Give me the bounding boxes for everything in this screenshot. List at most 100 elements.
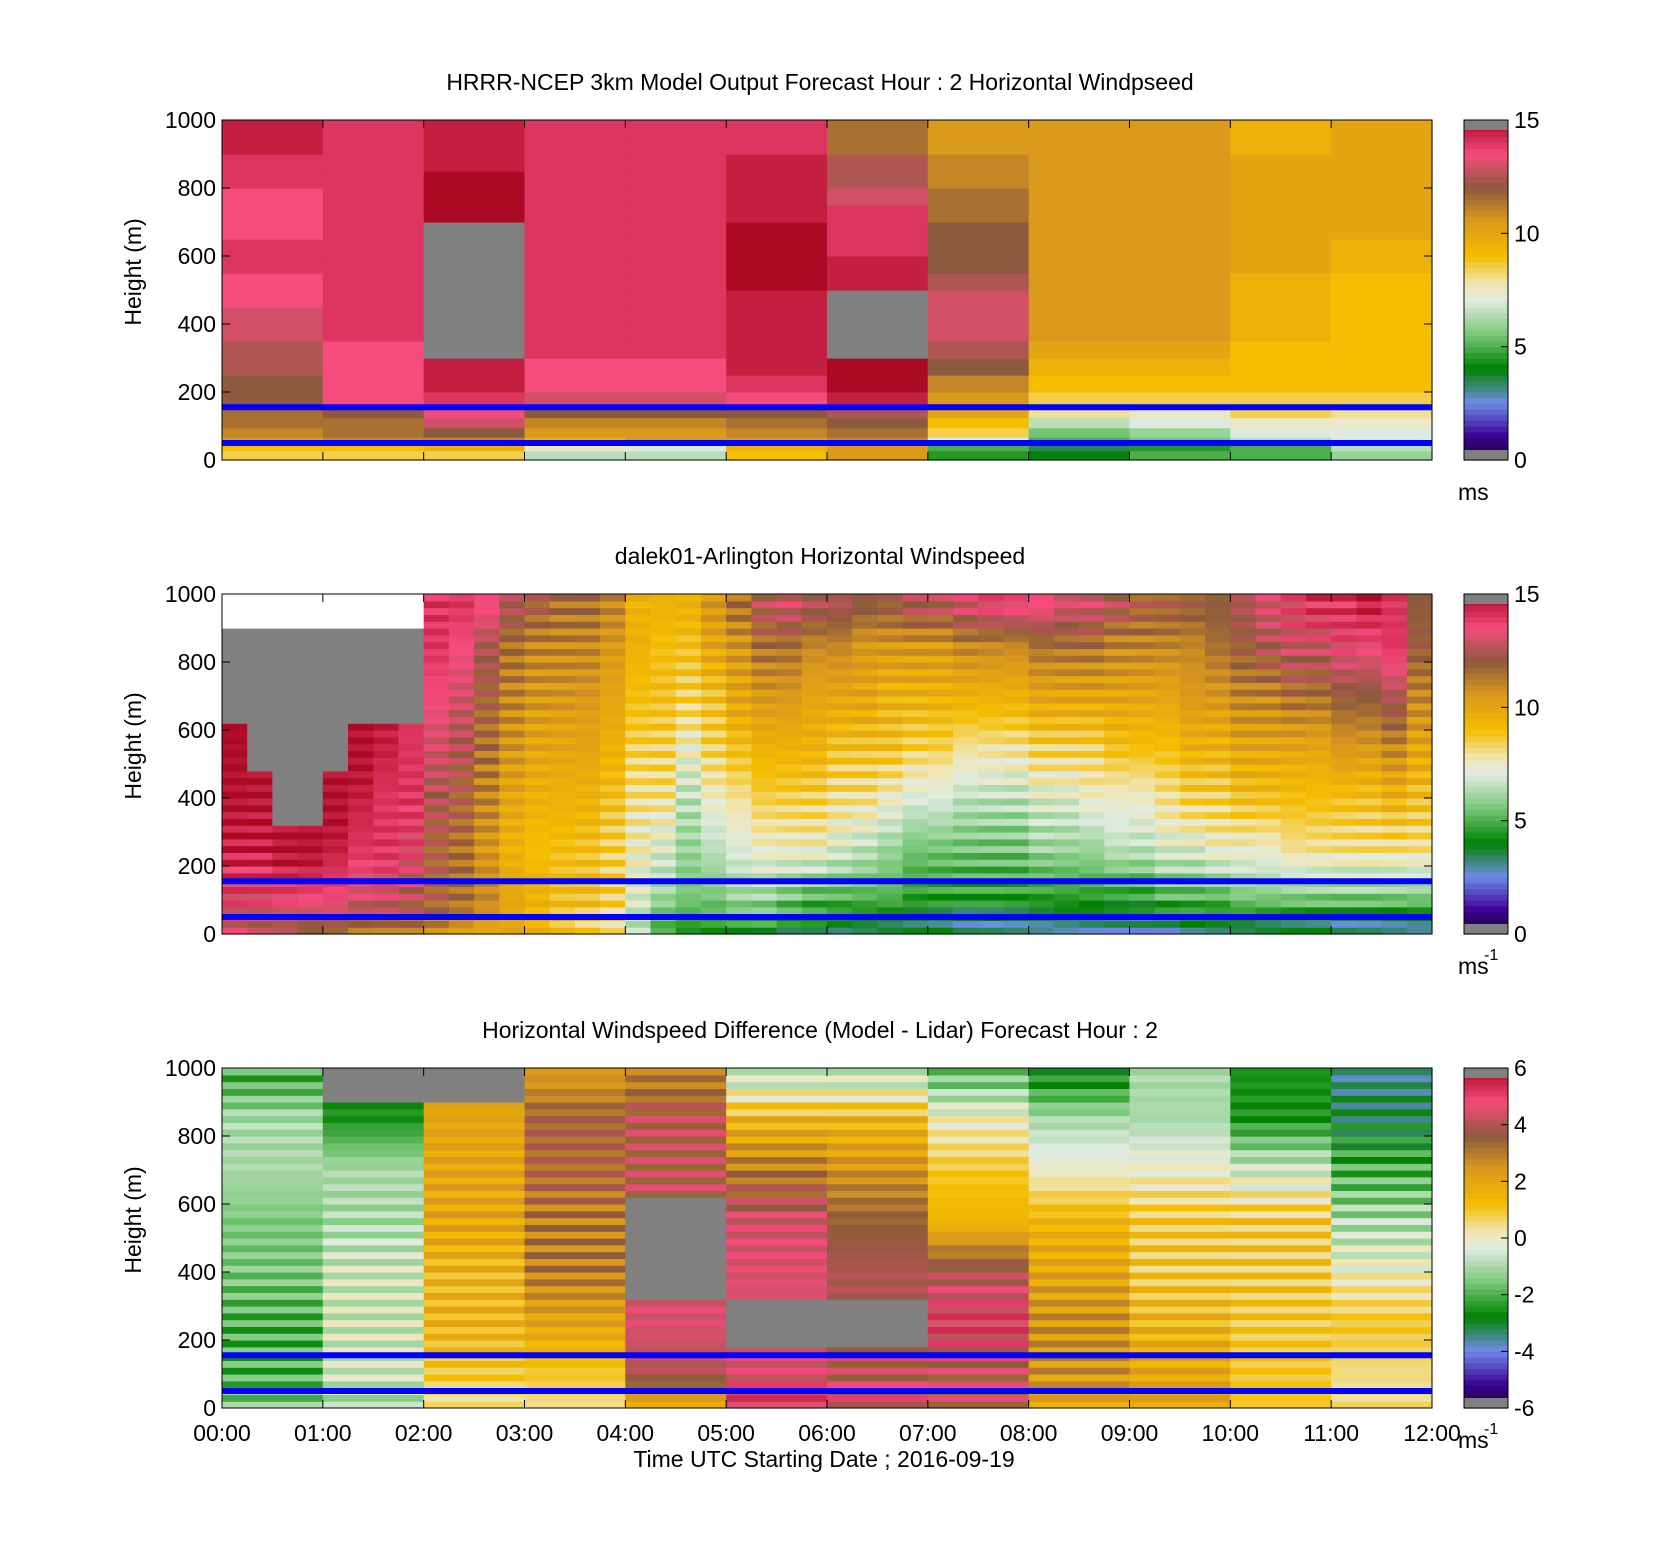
heatmap-cell <box>701 668 727 677</box>
heatmap-cell <box>499 825 526 833</box>
heatmap-cell <box>1280 662 1307 670</box>
heatmap-cell <box>1331 1278 1433 1287</box>
heatmap-cell <box>1280 906 1307 915</box>
heatmap-cell <box>1154 628 1181 636</box>
heatmap-cell <box>852 607 878 615</box>
colorbar-segment <box>1464 1294 1508 1301</box>
heatmap-cell <box>524 750 551 758</box>
heatmap-cell <box>524 1142 626 1151</box>
heatmap-cell <box>902 723 929 731</box>
heatmap-cell <box>549 757 576 765</box>
heatmap-cell <box>423 1244 526 1253</box>
heatmap-cell <box>1381 777 1408 785</box>
heatmap-cell <box>222 1380 324 1389</box>
heatmap-cell <box>827 1102 929 1110</box>
heatmap-cell <box>978 621 1005 629</box>
heatmap-cell <box>1179 770 1206 779</box>
heatmap-cell <box>322 171 425 189</box>
heatmap-cell <box>1053 641 1080 649</box>
heatmap-cell <box>927 358 1030 376</box>
heatmap-cell <box>1129 743 1156 751</box>
heatmap-cell <box>675 777 702 785</box>
colorbar-segment <box>1464 403 1508 410</box>
heatmap-cell <box>574 702 601 711</box>
heatmap-cell <box>1331 427 1433 438</box>
heatmap-cell <box>297 886 324 894</box>
heatmap-cell <box>1331 1197 1433 1205</box>
heatmap-cell <box>600 811 626 819</box>
heatmap-cell <box>625 730 652 738</box>
heatmap-cell <box>1230 784 1257 792</box>
heatmap-cell <box>1179 777 1206 785</box>
heatmap-cell <box>852 893 878 901</box>
heatmap-cell <box>247 607 273 615</box>
colorbar-segment <box>1464 307 1508 314</box>
heatmap-cell <box>1230 392 1332 407</box>
heatmap-cell <box>423 818 450 826</box>
heatmap-cell <box>1356 628 1383 636</box>
heatmap-cell <box>701 804 727 813</box>
heatmap-cell <box>1230 648 1257 656</box>
heatmap-cell <box>902 777 929 785</box>
heatmap-cell <box>852 648 878 656</box>
heatmap-cell <box>247 838 273 847</box>
heatmap-cell <box>524 1401 626 1409</box>
heatmap-cell <box>524 1394 626 1402</box>
heatmap-cell <box>222 859 248 867</box>
heatmap-cell <box>322 1115 425 1123</box>
heatmap-cell <box>1406 832 1433 840</box>
colorbar-segment <box>1464 1243 1508 1250</box>
heatmap-cell <box>423 900 450 908</box>
heatmap-cell <box>877 757 904 765</box>
heatmap-cell <box>1079 730 1105 738</box>
heatmap-cell <box>1381 811 1408 819</box>
heatmap-cell <box>524 1197 626 1205</box>
heatmap-cell <box>222 1333 324 1341</box>
heatmap-cell <box>776 730 803 738</box>
heatmap-cell <box>625 668 652 677</box>
heatmap-cell <box>1306 804 1332 813</box>
heatmap-cell <box>524 137 626 155</box>
heatmap-cell <box>877 682 904 690</box>
heatmap-cell <box>1331 1210 1433 1219</box>
heatmap-cell <box>322 852 349 860</box>
heatmap-cell <box>1331 750 1357 758</box>
heatmap-cell <box>877 818 904 826</box>
heatmap-cell <box>448 723 475 731</box>
heatmap-cell <box>1154 668 1181 677</box>
heatmap-cell <box>1154 906 1181 915</box>
heatmap-cell <box>726 1081 828 1089</box>
heatmap-cell <box>1230 256 1332 274</box>
heatmap-cell <box>474 702 500 711</box>
heatmap-cell <box>524 655 551 663</box>
heatmap-cell <box>1255 668 1282 677</box>
heatmap-cell <box>852 723 878 731</box>
heatmap-cell <box>1255 607 1282 615</box>
heatmap-cell <box>423 1306 526 1314</box>
heatmap-cell <box>978 607 1005 615</box>
heatmap-cell <box>322 1244 425 1253</box>
heatmap-cell <box>751 866 778 874</box>
colorbar-segment <box>1464 1345 1508 1352</box>
heatmap-cell <box>1255 696 1282 704</box>
heatmap-cell <box>726 1299 828 1307</box>
heatmap-cell <box>1280 750 1307 758</box>
heatmap-cell <box>423 1278 526 1287</box>
heatmap-cell <box>776 634 803 643</box>
heatmap-cell <box>1331 607 1357 615</box>
heatmap-cell <box>222 171 324 189</box>
heatmap-cell <box>1230 324 1332 342</box>
heatmap-cell <box>1028 1258 1131 1266</box>
heatmap-cell <box>902 920 929 928</box>
heatmap-cell <box>524 1360 626 1368</box>
heatmap-cell <box>499 866 526 874</box>
heatmap-cell <box>751 798 778 806</box>
colorbar-segment <box>1464 1351 1508 1358</box>
heatmap-cell <box>549 852 576 860</box>
heatmap-cell <box>1381 838 1408 847</box>
heatmap-cell <box>827 154 929 172</box>
heatmap-cell <box>322 1360 425 1368</box>
heatmap-cell <box>726 1170 828 1178</box>
heatmap-cell <box>524 886 551 894</box>
heatmap-cell <box>524 239 626 257</box>
